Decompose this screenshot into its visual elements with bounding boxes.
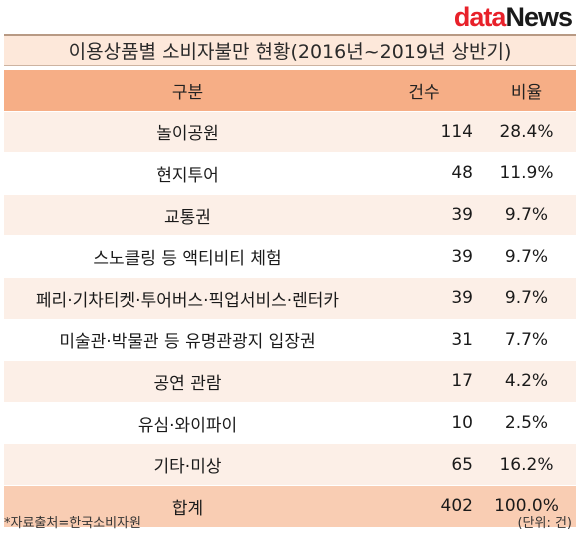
table-row: 기타·미상 65 16.2% (4, 443, 576, 486)
table-row: 미술관·박물관 등 유명관광지 입장권 31 7.7% (4, 319, 576, 362)
logo-news-text: News (505, 2, 573, 32)
table-row: 현지투어 48 11.9% (4, 152, 576, 195)
datanews-logo: dataNews (453, 2, 573, 32)
row-count: 10 (371, 402, 477, 445)
row-ratio: 4.2% (477, 360, 576, 403)
row-item: 미술관·박물관 등 유명관광지 입장권 (4, 319, 371, 362)
table-header-row: 구분 건수 비율 (4, 70, 576, 112)
table-row: 페리·기차티켓·투어버스·픽업서비스·렌터카 39 9.7% (4, 277, 576, 320)
table-title: 이용상품별 소비자불만 현황(2016년~2019년 상반기) (68, 41, 512, 63)
unit-note: (단위: 건) (517, 516, 572, 531)
row-ratio: 9.7% (477, 235, 576, 278)
row-item: 페리·기차티켓·투어버스·픽업서비스·렌터카 (4, 277, 371, 320)
total-item: 합계 (4, 485, 371, 528)
row-ratio: 7.7% (477, 319, 576, 362)
row-item: 놀이공원 (4, 111, 371, 154)
row-count: 48 (371, 152, 477, 195)
row-count: 39 (371, 194, 477, 237)
table-row: 교통권 39 9.7% (4, 194, 576, 237)
row-count: 31 (371, 319, 477, 362)
table-row: 공연 관람 17 4.2% (4, 360, 576, 403)
source-note: *자료출처=한국소비자원 (4, 516, 141, 531)
header-ratio: 비율 (477, 70, 576, 112)
row-ratio: 16.2% (477, 443, 576, 486)
total-count: 402 (371, 485, 477, 528)
table-row: 유심·와이파이 10 2.5% (4, 402, 576, 445)
row-count: 39 (371, 277, 477, 320)
total-ratio: 100.0% (477, 485, 576, 528)
table-total-row: 합계 402 100.0% (4, 485, 576, 528)
row-count: 39 (371, 235, 477, 278)
row-item: 교통권 (4, 194, 371, 237)
row-count: 65 (371, 443, 477, 486)
row-ratio: 11.9% (477, 152, 576, 195)
table-row: 놀이공원 114 28.4% (4, 111, 576, 154)
row-ratio: 9.7% (477, 277, 576, 320)
row-ratio: 2.5% (477, 402, 576, 445)
row-item: 공연 관람 (4, 360, 371, 403)
table-title-bar: 이용상품별 소비자불만 현황(2016년~2019년 상반기) (4, 34, 576, 66)
row-item: 스노클링 등 액티비티 체험 (4, 235, 371, 278)
row-count: 114 (371, 111, 477, 154)
table-row: 스노클링 등 액티비티 체험 39 9.7% (4, 235, 576, 278)
logo-data-text: data (453, 2, 507, 32)
complaints-table: 구분 건수 비율 놀이공원 114 28.4% 현지투어 48 11.9% 교통… (4, 70, 576, 528)
row-count: 17 (371, 360, 477, 403)
row-item: 기타·미상 (4, 443, 371, 486)
row-ratio: 28.4% (477, 111, 576, 154)
row-ratio: 9.7% (477, 194, 576, 237)
row-item: 현지투어 (4, 152, 371, 195)
header-item: 구분 (4, 70, 371, 112)
header-count: 건수 (371, 70, 477, 112)
row-item: 유심·와이파이 (4, 402, 371, 445)
